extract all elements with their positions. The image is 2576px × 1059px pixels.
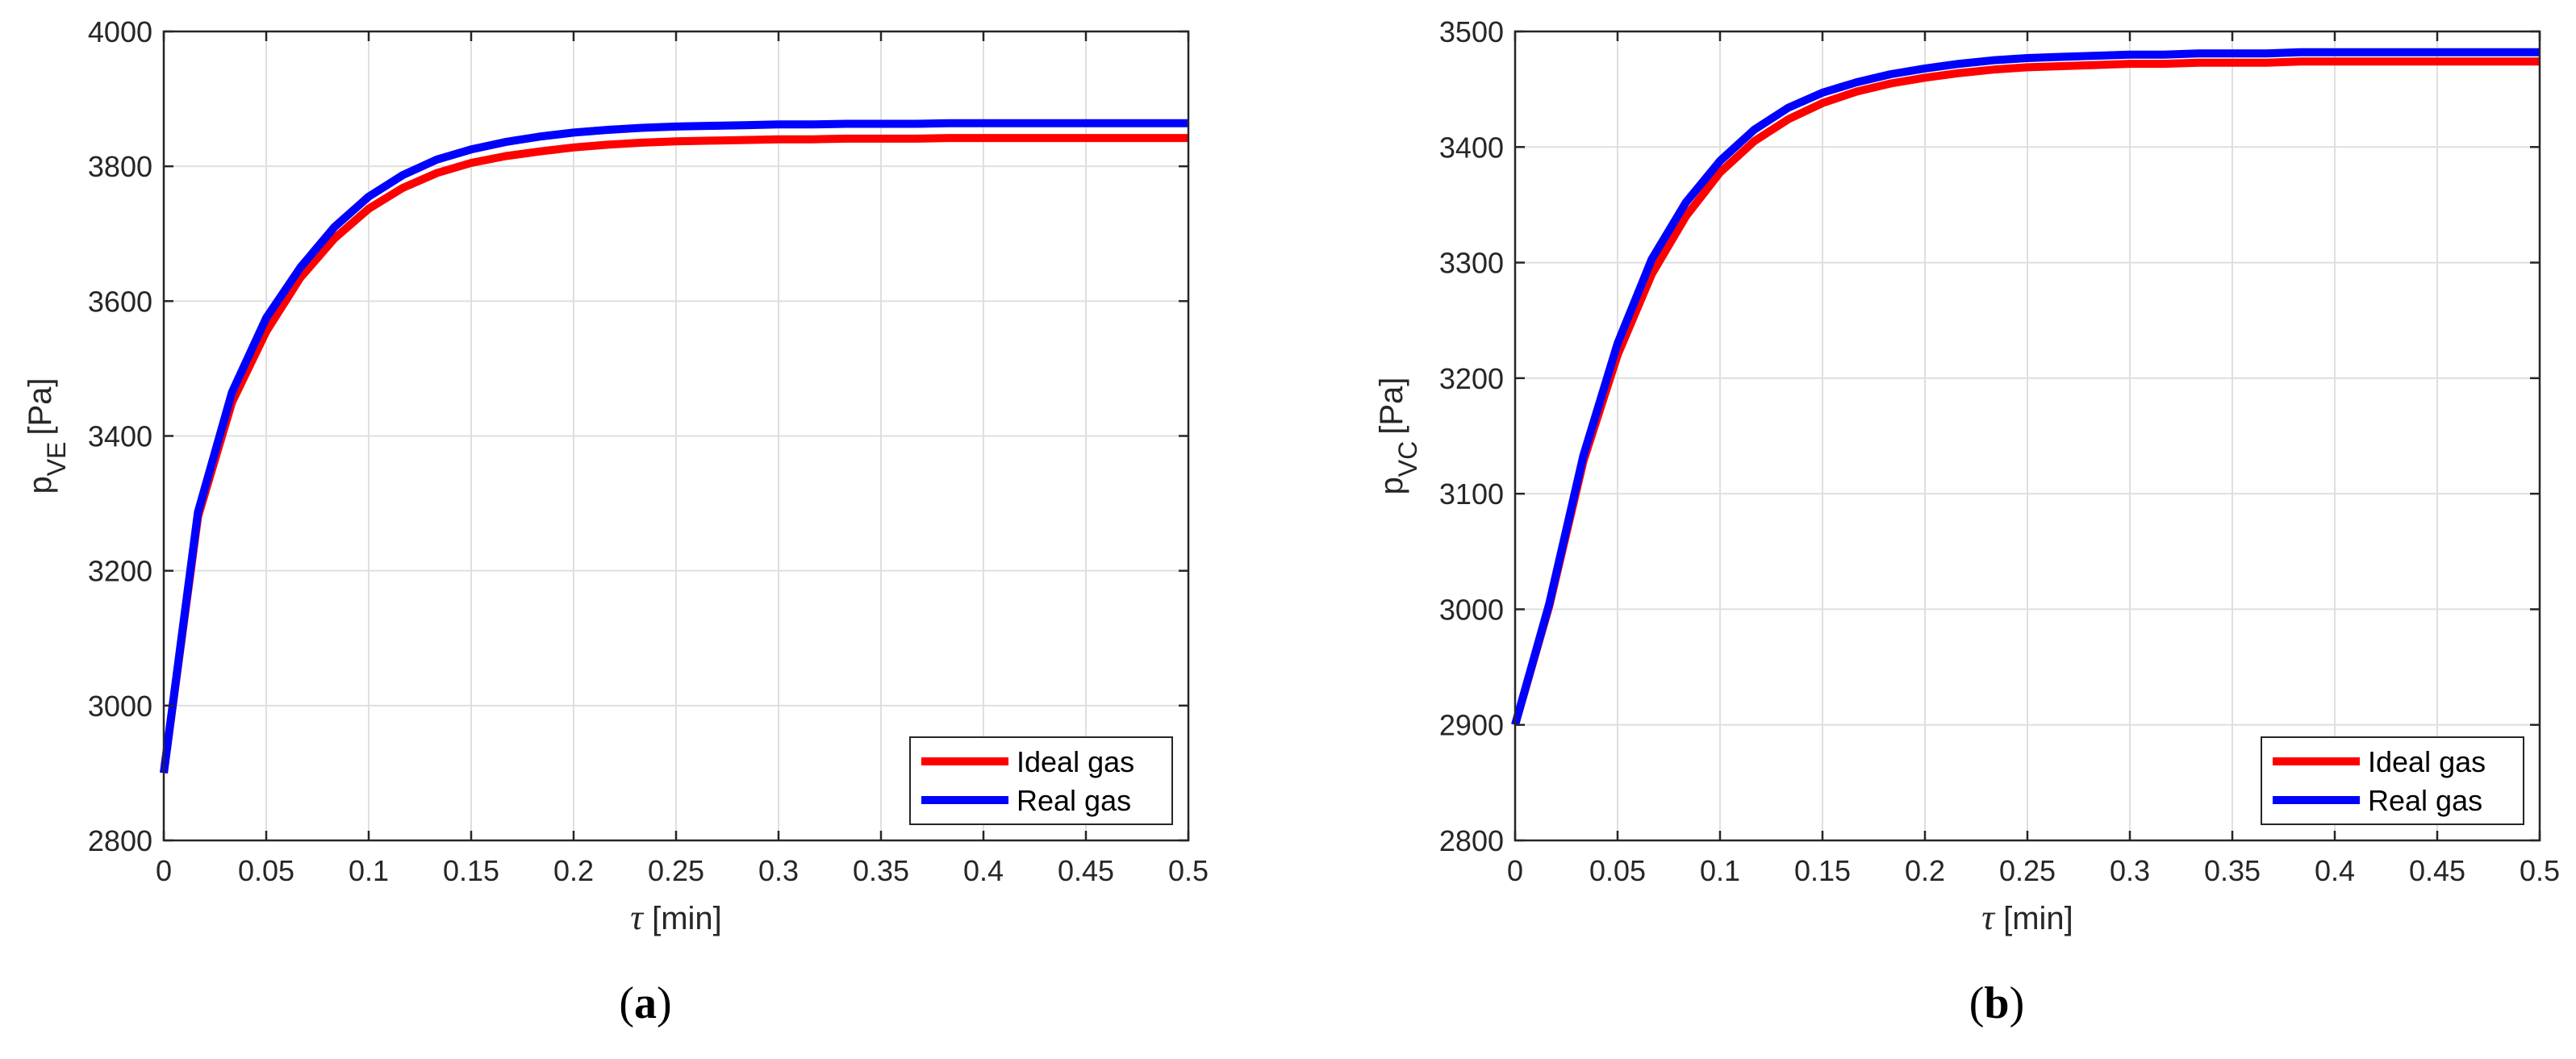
series-line-real-gas [160,119,1188,774]
chart-panel-a: 0 0.05 0.1 0.15 0.2 0.25 0.3 0.35 0.4 0.45 0.5 2800… [23,15,1209,1028]
x-tick-label: 0.45 [2409,854,2465,887]
y-tick-label: 3600 [88,285,152,318]
x-tick-label: 0.3 [758,854,799,887]
y-axis-unit: [Pa] [1374,377,1409,435]
y-tick-label: 3100 [1439,477,1504,511]
caption-paren-close: ) [657,978,672,1028]
x-tick-label: 0 [1507,854,1523,887]
x-tick-label: 0.5 [1168,854,1209,887]
x-tick-label: 0.45 [1058,854,1114,887]
x-tick-label: 0.4 [963,854,1004,887]
panel-caption: (a) [619,978,671,1028]
x-tick-label: 0.1 [1700,854,1740,887]
y-tick-label: 4000 [88,15,152,48]
y-tick-label: 3000 [88,690,152,723]
y-tick-label: 3800 [88,150,152,183]
y-tick-label: 3400 [88,420,152,453]
series-line-real-gas [1511,48,2540,727]
x-tick-label: 0.15 [1794,854,1851,887]
chart-panel-b: 0 0.05 0.1 0.15 0.2 0.25 0.3 0.35 0.4 0.45 0.5 2800… [1374,15,2560,1028]
x-axis-label: τ [min] [1981,898,2073,937]
legend-box [2261,736,2524,825]
legend: Ideal gas Real gas [2261,736,2524,825]
legend-label-ideal-gas: Ideal gas [1017,745,1134,778]
y-tick-label: 3200 [1439,362,1504,395]
y-axis-main: p [23,476,58,494]
x-axis-unit: [min] [1994,901,2073,936]
x-axis-label: τ [min] [630,898,722,937]
x-tick-label: 0.35 [853,854,909,887]
y-axis-main: p [1374,477,1409,494]
y-tick-label: 2800 [1439,824,1504,857]
y-axis-sub: VC [1393,441,1422,477]
caption-letter: a [634,978,657,1028]
x-tick-label: 0 [156,854,172,887]
x-tick-label: 0.15 [443,854,499,887]
caption-letter: b [1984,978,2009,1028]
x-axis-unit: [min] [643,901,722,936]
y-tick-label: 3200 [88,555,152,588]
legend: Ideal gas Real gas [909,736,1173,825]
x-tick-label: 0.1 [349,854,389,887]
y-axis-sub: VE [42,442,71,477]
x-tick-label: 0.25 [648,854,704,887]
legend-label-real-gas: Real gas [2368,784,2482,817]
series-line-ideal-gas [1511,57,2540,727]
y-axis-label: pVC [Pa] [1374,377,1422,495]
x-axis-symbol: τ [630,898,645,937]
legend-box [909,736,1173,825]
x-tick-label: 0.3 [2110,854,2150,887]
legend-label-ideal-gas: Ideal gas [2368,745,2486,778]
x-tick-label: 0.2 [553,854,594,887]
x-tick-label: 0.5 [2520,854,2560,887]
y-tick-label: 3500 [1439,15,1504,48]
x-tick-label: 0.25 [1999,854,2056,887]
caption-paren-open: ( [619,978,634,1028]
y-tick-label: 2900 [1439,709,1504,742]
y-axis-unit: [Pa] [23,377,58,435]
x-axis-symbol: τ [1981,898,1996,937]
series-line-ideal-gas [160,134,1188,774]
x-tick-label: 0.2 [1905,854,1945,887]
y-tick-label: 2800 [88,824,152,857]
x-tick-label: 0.05 [1589,854,1646,887]
y-tick-label: 3300 [1439,247,1504,280]
panel-caption: (b) [1969,978,2024,1028]
y-tick-label: 3400 [1439,131,1504,164]
caption-paren-close: ) [2010,978,2025,1028]
grid [1514,31,2541,841]
x-tick-label: 0.05 [238,854,294,887]
legend-label-real-gas: Real gas [1017,784,1131,817]
x-tick-label: 0.4 [2315,854,2355,887]
x-tick-label: 0.35 [2204,854,2261,887]
y-axis-label: pVE [Pa] [23,377,71,494]
caption-paren-open: ( [1969,978,1985,1028]
y-tick-label: 3000 [1439,593,1504,626]
